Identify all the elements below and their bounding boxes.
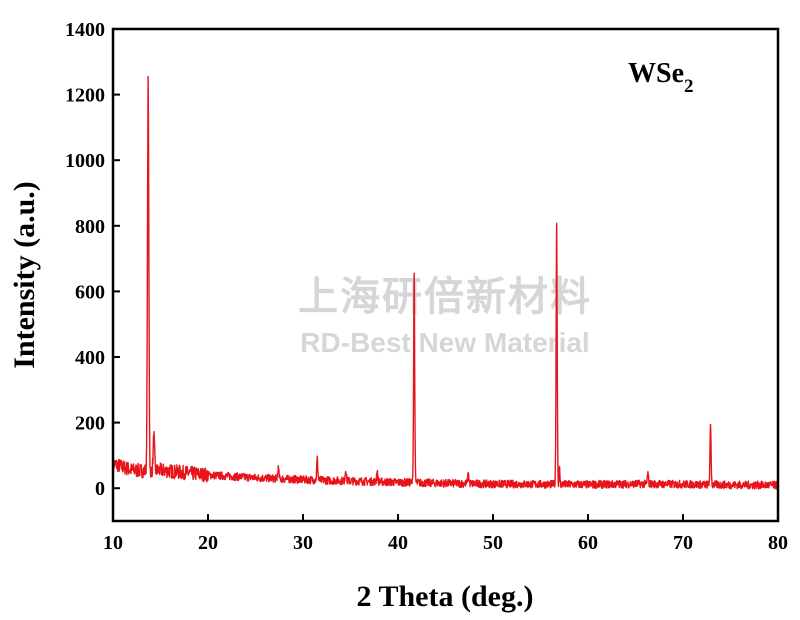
- series-layer: [112, 75, 779, 490]
- y-tick-label: 600: [75, 281, 105, 303]
- watermark-cn: 上海研倍新材料: [298, 274, 592, 320]
- y-axis-title: Intensity (a.u.): [8, 181, 41, 369]
- y-tick-label: 200: [75, 413, 105, 435]
- watermark-en: RD-Best New Material: [300, 327, 589, 358]
- y-tick-label: 0: [95, 478, 105, 500]
- plot-frame: [111, 27, 780, 523]
- y-tick-label: 1200: [65, 85, 105, 107]
- x-tick-label: 70: [673, 532, 693, 554]
- x-ticks: 10 20 30 40 50 60 70 80: [103, 514, 788, 554]
- y-tick-label: 1400: [65, 19, 105, 41]
- y-tick-label: 1000: [65, 150, 105, 172]
- x-tick-label: 40: [388, 532, 408, 554]
- x-tick-label: 60: [578, 532, 598, 554]
- x-tick-label: 80: [768, 532, 788, 554]
- annotation-base: WSe: [628, 58, 684, 89]
- series-line: [112, 75, 779, 490]
- annotation-subscript: 2: [684, 76, 694, 97]
- y-ticks: 0 200 400 600 800 1000 1200 1400: [65, 19, 120, 500]
- y-tick-label: 800: [75, 216, 105, 238]
- x-tick-label: 30: [293, 532, 313, 554]
- y-tick-label: 400: [75, 347, 105, 369]
- x-axis-title: 2 Theta (deg.): [357, 580, 534, 613]
- x-tick-label: 20: [198, 532, 218, 554]
- x-tick-label: 10: [103, 532, 123, 554]
- x-tick-label: 50: [483, 532, 503, 554]
- sample-annotation: WSe2: [628, 58, 694, 97]
